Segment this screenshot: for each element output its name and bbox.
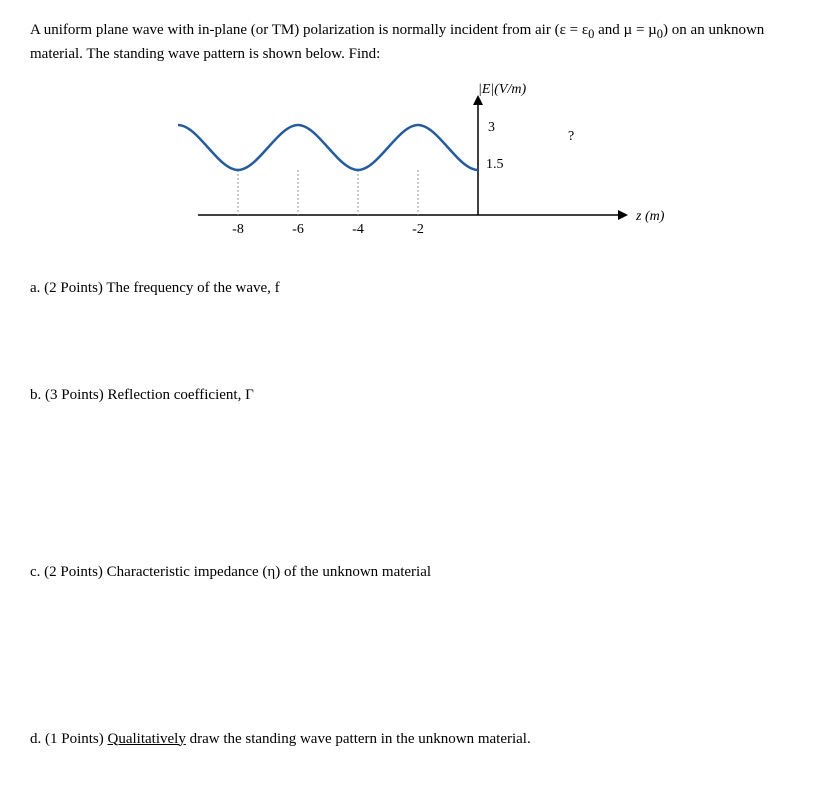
y-tick-max: 3 — [488, 120, 495, 135]
question-c: c. (2 Points) Characteristic impedance (… — [30, 564, 786, 581]
x-tick-label: -8 — [232, 222, 244, 237]
question-c-label: c. (2 Points) Characteristic impedance (… — [30, 564, 431, 580]
y-axis-label: |E|(V/m) — [478, 82, 526, 97]
standing-wave-curve — [178, 125, 478, 170]
x-tick-label: -2 — [412, 222, 424, 237]
standing-wave-figure: |E|(V/m) z (m) 3 1.5 -8 -6 -4 -2 ? — [30, 75, 786, 255]
problem-preamble: A uniform plane wave with in-plane (or T… — [30, 20, 786, 65]
question-mark-icon: ? — [568, 129, 574, 144]
x-tick-label: -4 — [352, 222, 364, 237]
question-b: b. (3 Points) Reflection coefficient, Γ — [30, 387, 786, 404]
question-d: d. (1 Points) Qualitatively draw the sta… — [30, 731, 786, 748]
question-d-suffix: draw the standing wave pattern in the un… — [186, 731, 531, 747]
preamble-text-2: and µ = µ — [594, 22, 656, 38]
question-a: a. (2 Points) The frequency of the wave,… — [30, 280, 786, 297]
question-b-label: b. (3 Points) Reflection coefficient, Γ — [30, 387, 254, 403]
y-tick-min: 1.5 — [486, 157, 504, 172]
question-d-prefix: d. (1 Points) — [30, 731, 108, 747]
preamble-text-1: A uniform plane wave with in-plane (or T… — [30, 22, 588, 38]
x-tick-label: -6 — [292, 222, 304, 237]
question-d-underlined: Qualitatively — [108, 731, 186, 747]
question-a-label: a. (2 Points) The frequency of the wave,… — [30, 280, 280, 296]
x-axis-arrowhead — [618, 210, 628, 220]
x-axis-label: z (m) — [635, 209, 665, 224]
standing-wave-svg: |E|(V/m) z (m) 3 1.5 -8 -6 -4 -2 ? — [128, 75, 688, 250]
